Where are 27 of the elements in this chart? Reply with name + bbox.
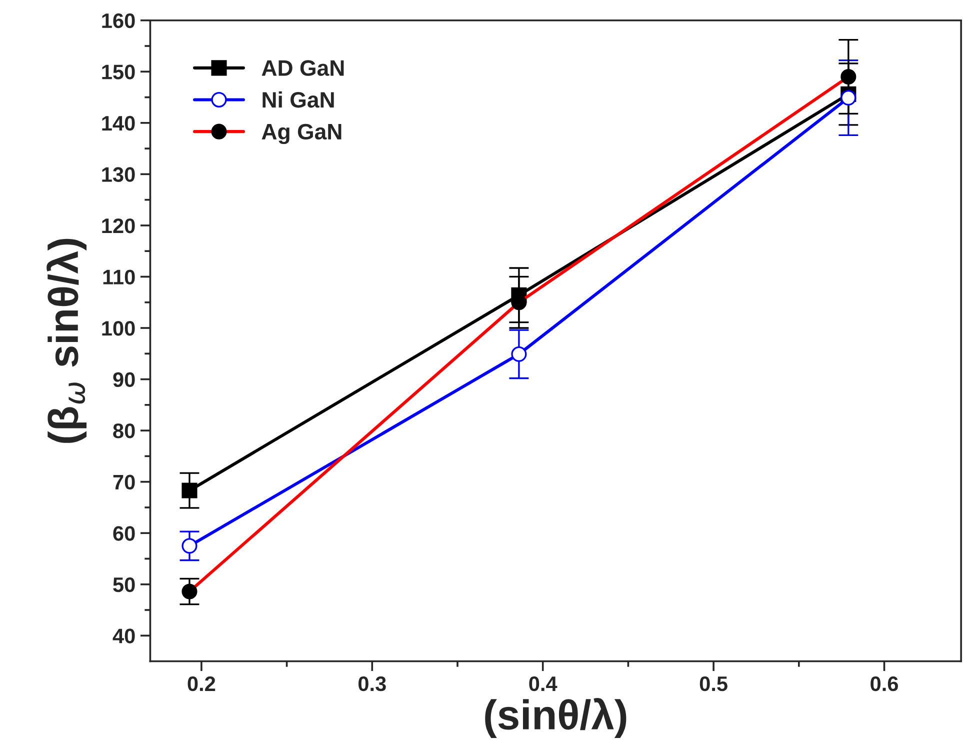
x-tick-label: 0.6 (870, 676, 898, 692)
y-tick-label: 80 (113, 424, 135, 438)
y-tick-label: 160 (102, 13, 135, 28)
y-tick-label: 40 (112, 628, 135, 644)
x-tick-label: 0.2 (188, 676, 216, 692)
y-tick-label: 130 (102, 167, 135, 182)
y-tick-label: 100 (102, 320, 135, 336)
y-tick-label: 150 (102, 64, 135, 80)
point (511, 346, 527, 362)
x-axis-title: (sinθ/λ) (485, 698, 626, 738)
point (182, 538, 198, 554)
y-tick-label: 110 (103, 270, 135, 284)
legend-label: Ni GaN (262, 91, 334, 108)
y-tick-label: 50 (113, 577, 135, 592)
point (840, 90, 856, 106)
legend-label: AD GaN (262, 60, 344, 76)
point (182, 482, 198, 498)
x-tick-label: 0.3 (358, 676, 386, 692)
legend-label: Ag GaN (262, 124, 342, 144)
y-tick-label: 90 (113, 372, 135, 388)
y-axis-title: (β$_{ω}$ sinθ/λ) (46, 238, 86, 443)
y-tick-label: 120 (102, 218, 135, 234)
x-tick-label: 0.5 (700, 676, 728, 692)
y-tick-label: 70 (113, 474, 135, 490)
x-tick-label: 0.4 (529, 676, 558, 692)
y-tick-label: 60 (113, 526, 135, 541)
y-tick-label: 140 (102, 116, 135, 131)
